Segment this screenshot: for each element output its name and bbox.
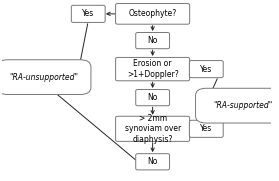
Text: Yes: Yes	[200, 65, 212, 74]
FancyBboxPatch shape	[136, 154, 170, 170]
Text: Osteophyte?: Osteophyte?	[129, 9, 177, 18]
Text: Erosion or
>1+Doppler?: Erosion or >1+Doppler?	[127, 59, 179, 79]
FancyBboxPatch shape	[189, 61, 223, 78]
Text: Yes: Yes	[200, 124, 212, 133]
Text: Yes: Yes	[82, 9, 94, 18]
Text: No: No	[147, 93, 158, 102]
FancyBboxPatch shape	[116, 3, 190, 24]
FancyBboxPatch shape	[189, 120, 223, 137]
Text: "RA-unsupported": "RA-unsupported"	[9, 73, 78, 82]
Text: > 2mm
synoviam over
diaphysis?: > 2mm synoviam over diaphysis?	[124, 114, 181, 144]
FancyBboxPatch shape	[136, 32, 170, 49]
FancyBboxPatch shape	[0, 60, 91, 94]
FancyBboxPatch shape	[136, 90, 170, 106]
Text: "RA-supported": "RA-supported"	[213, 101, 272, 110]
FancyBboxPatch shape	[71, 5, 105, 22]
FancyBboxPatch shape	[116, 116, 190, 141]
Text: No: No	[147, 157, 158, 166]
FancyBboxPatch shape	[196, 88, 279, 123]
Text: No: No	[147, 36, 158, 45]
FancyBboxPatch shape	[116, 57, 190, 81]
